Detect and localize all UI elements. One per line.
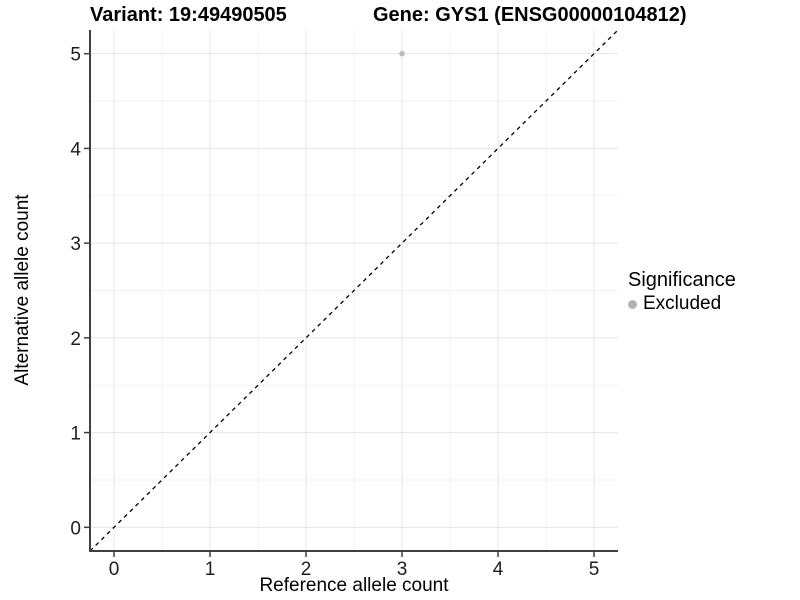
x-tick-label: 3 <box>397 559 408 580</box>
excluded-point-icon <box>628 299 637 309</box>
gene-title: Gene: GYS1 (ENSG00000104812) <box>373 4 687 26</box>
legend-entry-excluded: Excluded <box>628 293 736 315</box>
data-point <box>399 50 405 57</box>
y-tick-label: 3 <box>70 234 81 255</box>
x-axis-title: Reference allele count <box>259 575 449 596</box>
y-tick-label: 4 <box>70 139 81 160</box>
x-tick-label: 4 <box>493 559 504 580</box>
legend-title: Significance <box>628 269 736 291</box>
y-tick-label: 5 <box>70 45 81 66</box>
y-tick-label: 2 <box>70 329 81 350</box>
variant-title: Variant: 19:49490505 <box>90 4 287 26</box>
x-tick-label: 5 <box>589 559 600 580</box>
legend-entry-label: Excluded <box>643 293 722 314</box>
legend: Significance Excluded <box>628 268 736 315</box>
y-axis-title: Alternative allele count <box>12 194 33 386</box>
x-tick-label: 2 <box>301 559 312 580</box>
y-tick-label: 0 <box>70 518 81 539</box>
identity-dashed-line <box>89 29 619 552</box>
x-tick-label: 0 <box>109 559 120 580</box>
x-tick-label: 1 <box>205 559 216 580</box>
y-tick-label: 1 <box>70 424 81 445</box>
